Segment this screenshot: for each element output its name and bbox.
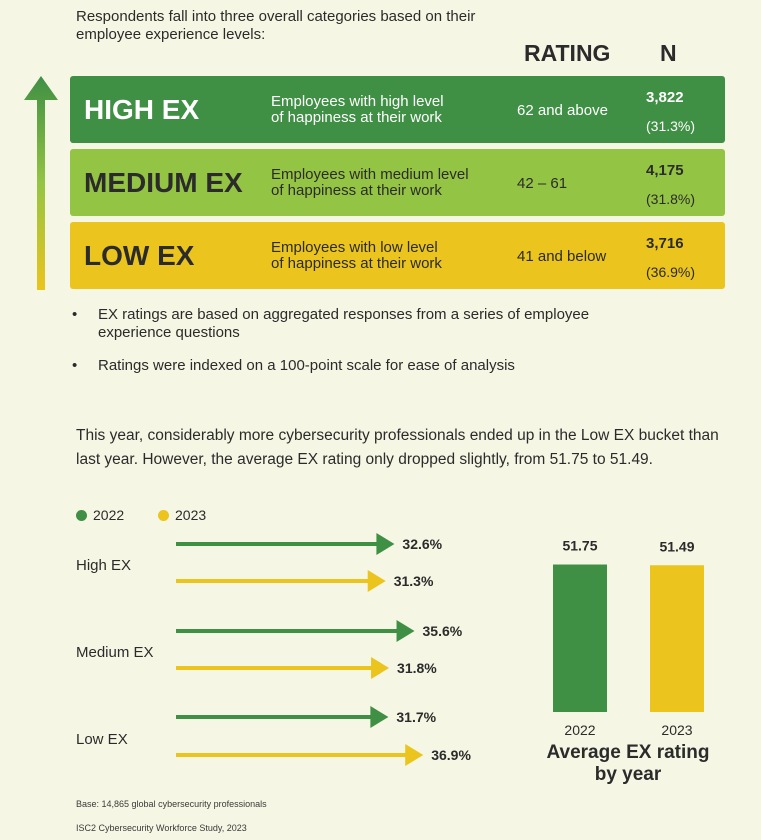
legend-swatch (76, 510, 87, 521)
arrow-head-2023 (371, 657, 390, 679)
category-label-low-ex: Low EX (76, 731, 128, 748)
category-label-medium-ex: Medium EX (76, 644, 154, 661)
band-count: 4,175 (646, 162, 684, 179)
band-description: Employees with low level of happiness at … (271, 239, 442, 272)
bullet-dot: • (72, 357, 78, 374)
band-count: 3,822 (646, 89, 684, 106)
average-bar-year-label: 2022 (564, 722, 595, 738)
legend-label: 2022 (93, 507, 125, 523)
legend-swatch (158, 510, 169, 521)
footnote-base: Base: 14,865 global cybersecurity profes… (76, 799, 267, 809)
band-name: MEDIUM EX (84, 167, 243, 198)
bullet-text: Ratings were indexed on a 100-point scal… (98, 357, 515, 374)
average-bar-year-label: 2023 (661, 722, 692, 738)
bullet-text: EX ratings are based on aggregated respo… (98, 306, 590, 341)
arrow-value-label: 36.9% (431, 747, 471, 763)
arrow-value-label: 31.3% (394, 573, 434, 589)
band-rating: 42 – 61 (517, 175, 568, 192)
lead-paragraph: This year, considerably more cybersecuri… (76, 427, 719, 468)
arrow-value-label: 32.6% (402, 536, 442, 552)
band-description: Employees with high level of happiness at… (271, 93, 444, 126)
arrow-head-2023 (367, 570, 386, 592)
band-percent: (31.8%) (646, 191, 696, 207)
category-label-high-ex: High EX (76, 557, 132, 574)
arrow-value-label: 35.6% (423, 623, 463, 639)
average-bar-value: 51.75 (562, 538, 597, 554)
legend-item-2023: 2023 (158, 507, 206, 523)
bullet-dot: • (72, 306, 78, 323)
rating-column-header: RATING (524, 40, 611, 66)
intro-text: Respondents fall into three overall cate… (76, 8, 476, 43)
arrow-head-2023 (405, 744, 424, 766)
band-percent: (36.9%) (646, 264, 696, 280)
arrow-head-2022 (370, 706, 389, 728)
average-bar-value: 51.49 (659, 538, 694, 554)
band-high-ex: HIGH EX Employees with high level of happ… (70, 76, 725, 143)
band-count: 3,716 (646, 235, 684, 252)
arrow-value-label: 31.7% (396, 709, 436, 725)
average-bar-2023 (650, 565, 704, 712)
arrow-head-2022 (376, 533, 395, 555)
band-low-ex: LOW EX Employees with low level of happin… (70, 222, 725, 289)
band-name: HIGH EX (84, 94, 200, 125)
band-rating: 41 and below (517, 248, 607, 265)
arrow-head-2022 (396, 620, 415, 642)
band-name: LOW EX (84, 240, 195, 271)
band-description: Employees with medium level of happiness … (271, 166, 469, 199)
footnote-source: ISC2 Cybersecurity Workforce Study, 2023 (76, 823, 247, 833)
legend-item-2022: 2022 (76, 507, 124, 523)
band-rating: 62 and above (517, 102, 608, 119)
n-column-header: N (660, 40, 677, 66)
average-bar-2022 (553, 564, 607, 712)
average-chart-title: Average EX rating by year (546, 742, 710, 785)
gradient-up-arrow-icon (24, 76, 58, 290)
arrow-value-label: 31.8% (397, 660, 437, 676)
legend-label: 2023 (175, 507, 207, 523)
band-percent: (31.3%) (646, 118, 696, 134)
band-medium-ex: MEDIUM EX Employees with medium level of … (70, 149, 725, 216)
